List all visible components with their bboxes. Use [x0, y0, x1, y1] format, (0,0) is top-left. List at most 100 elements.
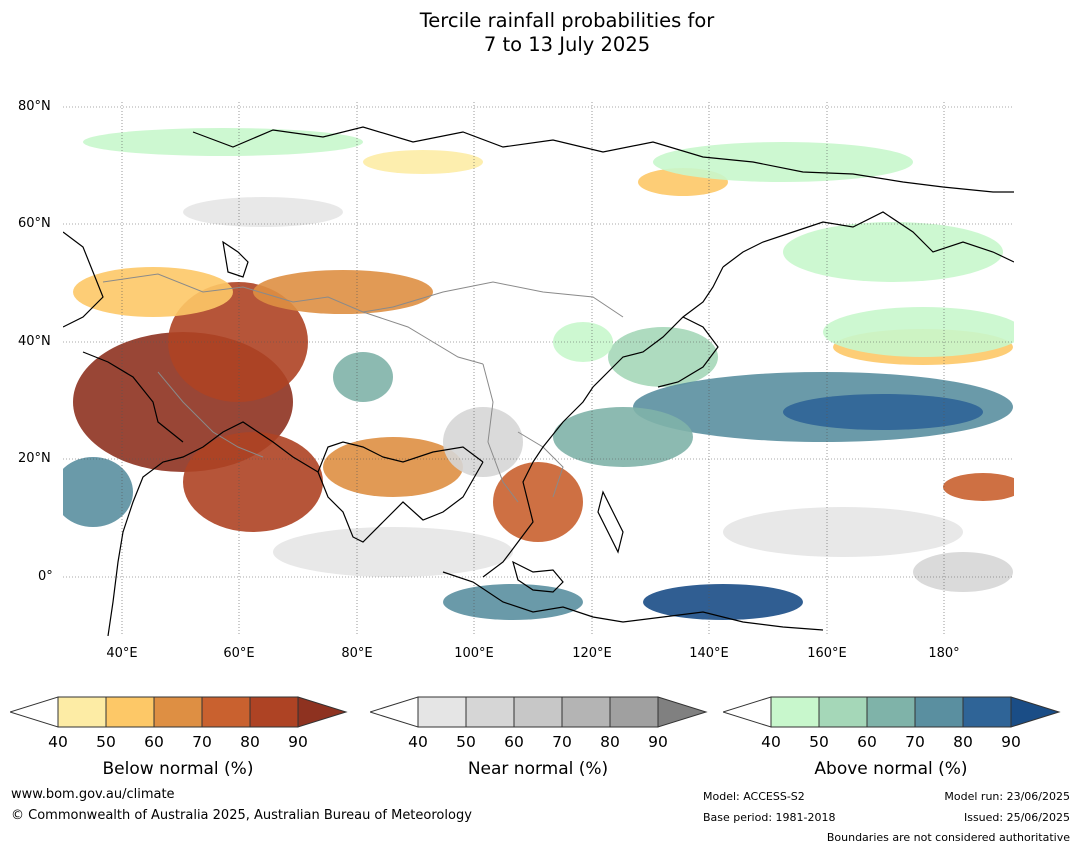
coastline-europe	[63, 231, 104, 328]
lon-label-160e: 160°E	[807, 646, 847, 661]
probability-region	[443, 407, 523, 477]
probability-region	[723, 507, 963, 557]
colorbar-below-low-extend	[10, 696, 59, 728]
coastline-borneo	[512, 560, 564, 593]
probability-region	[913, 552, 1013, 592]
coastline-philippines	[597, 490, 624, 554]
lat-label-40n: 40°N	[18, 334, 51, 349]
coastline-caspian	[222, 240, 249, 278]
website-link[interactable]: www.bom.gov.au/climate	[11, 787, 175, 802]
probability-region	[943, 473, 1014, 501]
lon-label-80e: 80°E	[341, 646, 373, 661]
boundary-indochina	[517, 431, 564, 498]
lat-label-80n: 80°N	[18, 99, 51, 114]
colorbar-above-normal	[723, 696, 1061, 728]
colorbar-below-swatch	[57, 696, 107, 728]
colorbar-below-tick: 80	[240, 733, 260, 751]
colorbar-near-tick: 90	[648, 733, 668, 751]
map-graticule	[63, 102, 1014, 636]
colorbar-above-high-extend	[1010, 696, 1061, 728]
issued-date: Issued: 25/06/2025	[963, 811, 1070, 824]
probability-region	[653, 142, 913, 182]
rainfall-probability-map	[63, 102, 1014, 636]
coastline-kamchatka	[722, 211, 1014, 268]
colorbar-near-tick: 40	[408, 733, 428, 751]
coastline-india-bay	[317, 441, 484, 543]
probability-region	[333, 352, 393, 402]
probability-region	[553, 322, 613, 362]
colorbar-near-swatch	[417, 696, 467, 728]
probability-region	[73, 267, 233, 317]
lon-label-180: 180°	[928, 646, 960, 661]
colorbar-above-swatch	[962, 696, 1012, 728]
colorbar-near-tick: 50	[456, 733, 476, 751]
colorbar-near-tick: 60	[504, 733, 524, 751]
lon-label-60e: 60°E	[223, 646, 255, 661]
map-title: Tercile rainfall probabilities for 7 to …	[0, 9, 1081, 57]
probability-region	[823, 307, 1014, 357]
colorbar-above-swatch	[818, 696, 868, 728]
colorbar-near-normal	[370, 696, 708, 728]
probability-shading	[63, 128, 1014, 620]
colorbar-near-swatch	[465, 696, 515, 728]
probability-region	[783, 394, 983, 430]
lon-label-40e: 40°E	[106, 646, 138, 661]
boundary-disclaimer: Boundaries are not considered authoritat…	[826, 831, 1070, 844]
colorbar-below-tick: 40	[48, 733, 68, 751]
colorbar-below-high-extend	[297, 696, 348, 728]
probability-region	[273, 527, 513, 577]
coastline-arctic	[192, 126, 1014, 193]
probability-region	[323, 437, 463, 497]
colorbar-above-swatch	[914, 696, 964, 728]
boundary-arabia	[157, 371, 264, 458]
colorbar-below-swatch	[153, 696, 203, 728]
colorbar-near-high-extend	[657, 696, 708, 728]
country-boundaries	[102, 273, 624, 503]
boundary-mongolia	[392, 281, 624, 318]
probability-region	[553, 407, 693, 467]
colorbar-near-title: Near normal (%)	[467, 759, 609, 779]
colorbar-above-tick: 60	[857, 733, 877, 751]
colorbar-below-swatch	[249, 696, 299, 728]
colorbar-below-swatch	[105, 696, 155, 728]
model-run-date: Model run: 23/06/2025	[944, 790, 1070, 803]
probability-region	[363, 150, 483, 174]
probability-region	[83, 128, 363, 156]
colorbar-below-swatch	[201, 696, 251, 728]
colorbar-above-swatch	[866, 696, 916, 728]
probability-region	[783, 222, 1003, 282]
colorbar-below-title: Below normal (%)	[102, 759, 254, 779]
colorbar-above-tick: 80	[953, 733, 973, 751]
map-canvas	[63, 102, 1014, 636]
colorbar-above-tick: 40	[761, 733, 781, 751]
colorbar-near-tick: 70	[552, 733, 572, 751]
probability-region	[168, 282, 308, 402]
colorbar-above-tick: 70	[905, 733, 925, 751]
probability-region	[443, 584, 583, 620]
lat-label-equator: 0°	[38, 569, 53, 584]
probability-region	[183, 432, 323, 532]
colorbar-above-swatch	[770, 696, 820, 728]
probability-region	[183, 197, 343, 227]
lon-label-100e: 100°E	[454, 646, 494, 661]
colorbar-above-title: Above normal (%)	[814, 759, 968, 779]
coastline-japan	[657, 316, 719, 388]
colorbar-below-tick: 90	[288, 733, 308, 751]
colorbar-near-low-extend	[370, 696, 419, 728]
coastline-indonesia	[442, 571, 824, 631]
colorbar-below-tick: 70	[192, 733, 212, 751]
colorbar-above-tick: 90	[1001, 733, 1021, 751]
title-line-1: Tercile rainfall probabilities for	[419, 9, 715, 32]
colorbar-below-normal	[10, 696, 348, 728]
title-line-2: 7 to 13 July 2025	[483, 33, 651, 56]
colorbar-above-low-extend	[723, 696, 772, 728]
boundary-central-asia	[102, 273, 394, 313]
colorbar-above-tick: 50	[809, 733, 829, 751]
copyright-text: © Commonwealth of Australia 2025, Austra…	[11, 808, 472, 823]
colorbar-below-tick: 50	[96, 733, 116, 751]
coastline-arabia	[107, 421, 319, 636]
colorbar-near-swatch	[609, 696, 659, 728]
colorbar-below-tick: 60	[144, 733, 164, 751]
colorbar-near-swatch	[561, 696, 611, 728]
lat-label-20n: 20°N	[18, 451, 51, 466]
